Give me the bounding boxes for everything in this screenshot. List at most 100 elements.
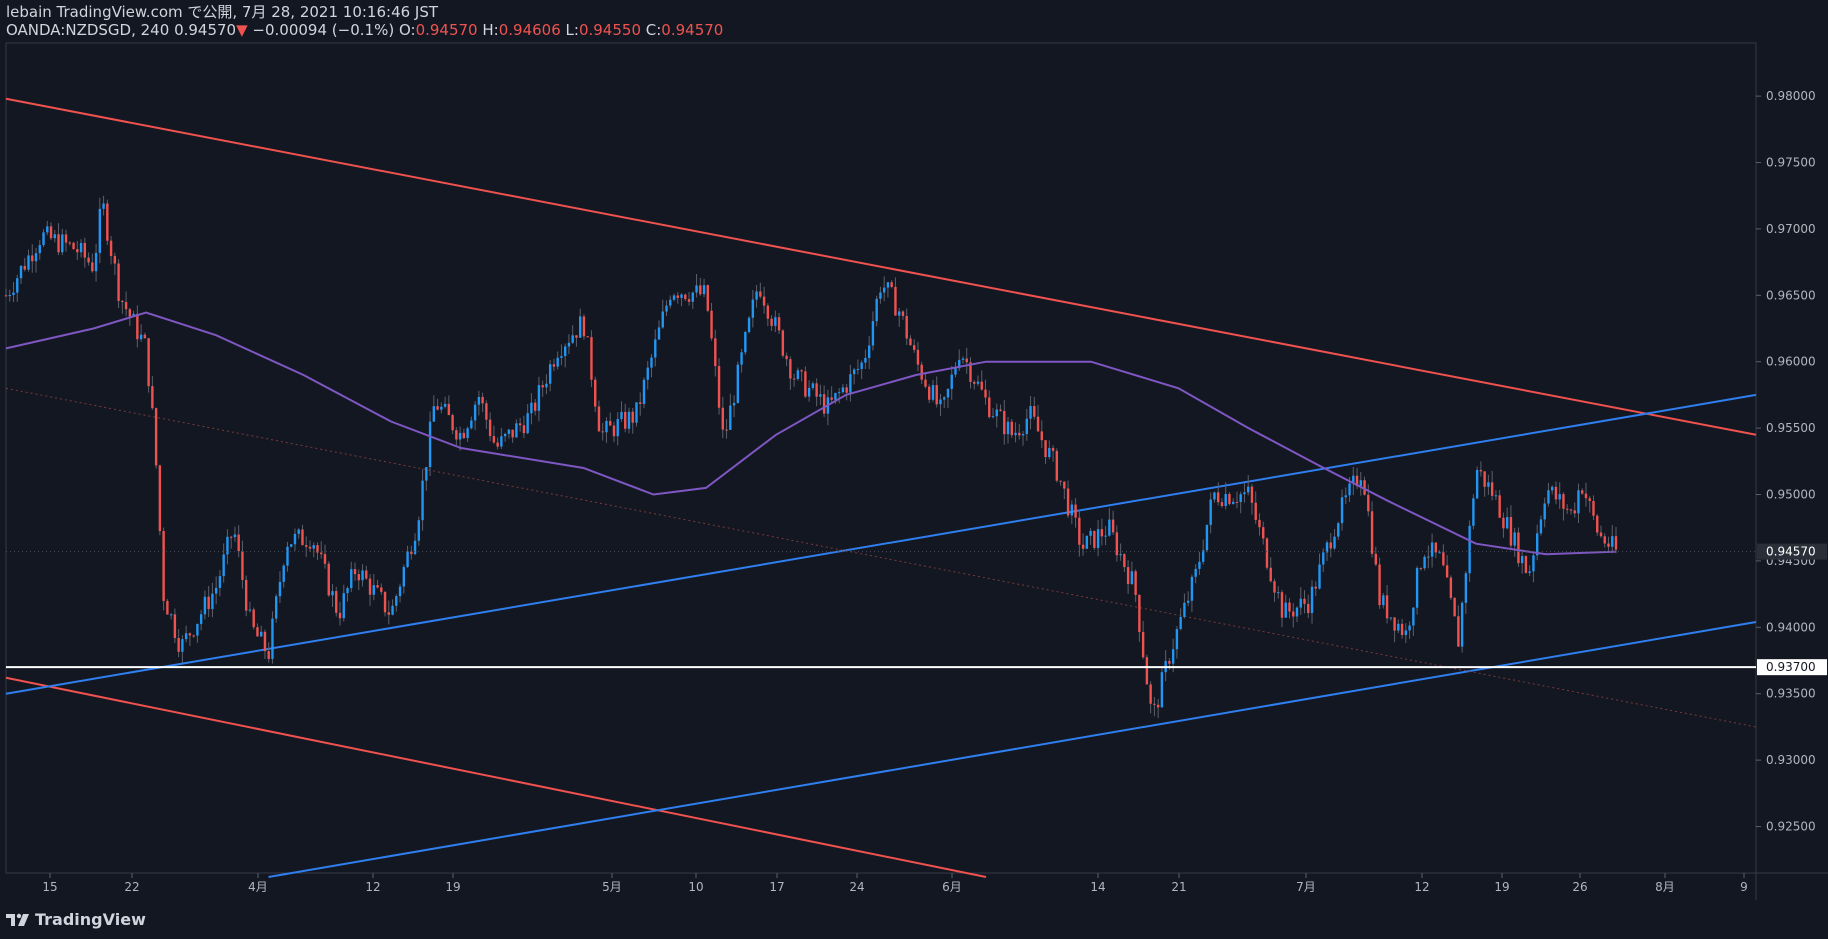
candle-body	[1385, 595, 1389, 619]
candle-body	[361, 570, 364, 581]
candle-body	[263, 631, 267, 652]
candle-body	[229, 536, 233, 538]
candle-body	[391, 605, 394, 615]
time-tick-label: 24	[849, 880, 864, 894]
candle-body	[387, 612, 390, 615]
candle-body	[31, 255, 34, 262]
candle-body	[222, 554, 225, 577]
candle-body	[616, 419, 619, 437]
candle-body	[526, 413, 529, 434]
candle-body	[320, 552, 323, 555]
candle-body	[916, 349, 920, 365]
candle-body	[901, 311, 905, 316]
candle-body	[425, 467, 428, 481]
candle-body	[905, 315, 908, 339]
candle-body	[624, 411, 627, 429]
publish-info: lebain TradingView.com で公開, 7月 28, 2021 …	[6, 3, 439, 21]
candle-body	[605, 420, 608, 433]
time-tick-label: 4月	[248, 880, 268, 894]
candle-body	[380, 587, 383, 592]
candle-body	[1509, 517, 1513, 546]
candle-body	[1025, 418, 1028, 434]
candle-body	[282, 565, 285, 582]
candle-body	[762, 296, 766, 306]
candle-body	[1059, 480, 1062, 482]
dotted-trend-line	[5, 387, 1757, 728]
candle-body	[1265, 538, 1269, 568]
candle-body	[1322, 552, 1325, 565]
candle-body	[91, 262, 94, 272]
candle-body	[1502, 517, 1505, 529]
candle-body	[124, 301, 128, 310]
candle-body	[714, 338, 717, 367]
candle-body	[732, 402, 736, 406]
tradingview-logo[interactable]: TradingView	[6, 910, 146, 929]
candle-body	[1130, 571, 1134, 585]
candle-body	[1475, 469, 1479, 499]
candle-body	[1141, 632, 1145, 658]
candle-body	[106, 203, 109, 241]
candle-body	[841, 387, 845, 393]
candle-body	[1093, 530, 1096, 548]
candle-body	[837, 392, 841, 394]
candle-body	[875, 298, 878, 322]
candle-body	[1558, 494, 1561, 500]
candle-body	[1220, 502, 1224, 507]
time-axis[interactable]: 15 22 4月 12 19 5月 10 17 24 6月 14 21 7月 12 19 26 8月 9	[42, 873, 1748, 894]
candle-body	[308, 546, 312, 549]
candle-body	[173, 614, 177, 639]
candle-body	[158, 465, 162, 532]
candle-body	[537, 385, 541, 411]
candle-body	[620, 411, 623, 420]
candle-body	[451, 415, 454, 431]
candle-body	[503, 433, 507, 437]
candle-body	[353, 569, 357, 575]
candle-body	[79, 242, 83, 253]
candle-body	[1460, 602, 1464, 647]
candle-body	[1554, 486, 1558, 500]
price-tick-label: 0.96000	[1766, 355, 1816, 369]
candle-body	[1126, 567, 1130, 585]
candle-body	[57, 234, 60, 253]
candle-body	[627, 411, 631, 429]
candle-body	[781, 330, 785, 356]
candle-body	[864, 357, 867, 363]
candle-body	[1333, 536, 1336, 549]
trend-line-blue	[5, 393, 1757, 695]
candle-body	[1258, 519, 1261, 528]
candle-body	[1566, 508, 1569, 510]
time-tick-label: 8月	[1655, 880, 1675, 894]
candle-body	[1153, 703, 1156, 705]
candle-body	[958, 359, 961, 369]
candle-body	[1232, 501, 1235, 504]
price-tick-label: 0.93500	[1766, 687, 1816, 701]
candle-body	[1344, 495, 1347, 498]
candle-body	[789, 359, 792, 379]
candle-body	[4, 295, 8, 297]
candle-body	[988, 397, 991, 417]
candle-body	[199, 614, 203, 624]
price-axis[interactable]: 0.98000 0.97500 0.97000 0.96500 0.96000 0.955…	[1756, 89, 1816, 834]
candle-body	[68, 242, 71, 244]
candle-body	[642, 379, 646, 404]
candle-body	[275, 596, 278, 619]
candle-body	[83, 242, 87, 258]
candle-body	[1592, 500, 1595, 516]
candle-body	[244, 579, 248, 611]
candle-body	[954, 368, 957, 375]
candle-body	[241, 551, 244, 580]
candle-body	[312, 545, 315, 549]
candle-body	[16, 278, 19, 293]
brand-name: TradingView	[35, 910, 146, 929]
candle-body	[117, 263, 120, 301]
candle-body	[443, 403, 447, 407]
candle-body	[147, 338, 150, 387]
candle-body	[128, 309, 132, 317]
candle-body	[913, 345, 916, 350]
candle-body	[1134, 571, 1137, 595]
candle-body	[290, 544, 293, 547]
candle-body	[196, 623, 199, 636]
candle-body	[485, 403, 488, 420]
candle-body	[1449, 577, 1453, 598]
